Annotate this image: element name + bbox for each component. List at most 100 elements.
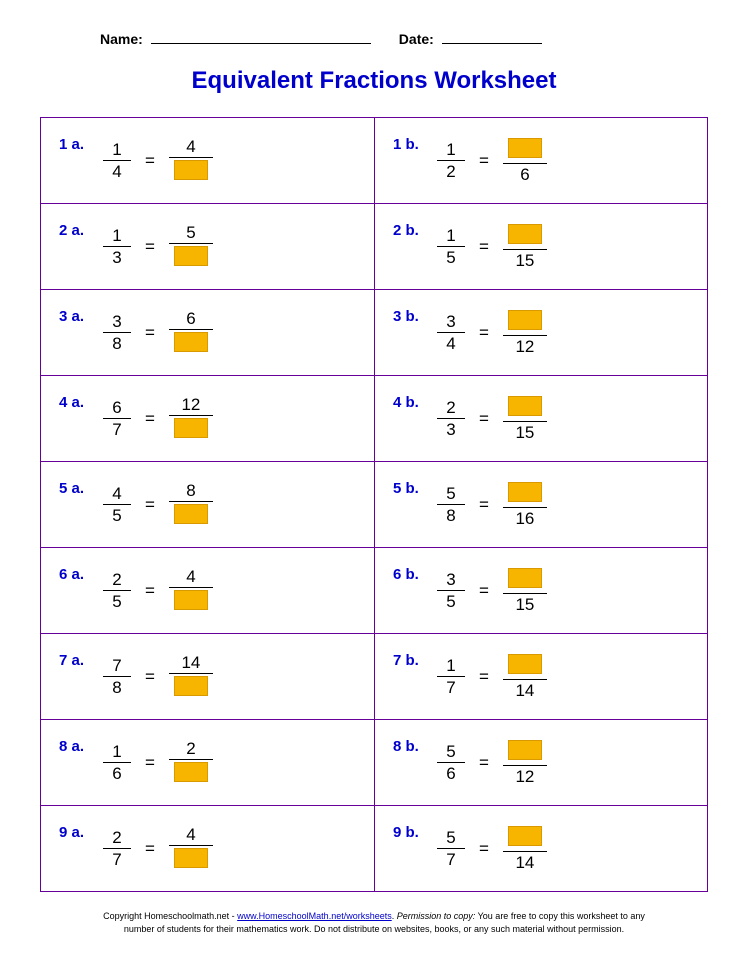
- equals-sign: =: [145, 667, 155, 687]
- numerator: 1: [437, 655, 465, 676]
- equals-sign: =: [479, 409, 489, 429]
- numerator: [503, 652, 547, 679]
- equals-sign: =: [479, 753, 489, 773]
- equation: 78=14: [103, 652, 213, 701]
- fraction: 6: [169, 308, 213, 357]
- problem-label: 6 b.: [393, 562, 437, 583]
- denominator: [169, 588, 213, 615]
- name-label: Name:: [100, 31, 143, 47]
- numerator: 3: [103, 311, 131, 332]
- answer-blank: [174, 590, 208, 610]
- answer-blank: [174, 848, 208, 868]
- fraction: 45: [103, 483, 131, 526]
- problem-label: 8 a.: [59, 734, 103, 755]
- numerator: 1: [103, 139, 131, 160]
- answer-blank: [508, 396, 542, 416]
- fraction: 13: [103, 225, 131, 268]
- denominator: 2: [437, 161, 465, 182]
- answer-blank: [508, 224, 542, 244]
- problem-cell: 4 a.67=12: [40, 376, 374, 462]
- fraction: 27: [103, 827, 131, 870]
- denominator: 5: [103, 505, 131, 526]
- numerator: 5: [169, 222, 213, 243]
- equation: 57 = 14: [437, 824, 547, 873]
- answer-blank: [508, 740, 542, 760]
- fraction: 14: [503, 824, 547, 873]
- numerator: [503, 136, 547, 163]
- numerator: [503, 308, 547, 335]
- numerator: 8: [169, 480, 213, 501]
- numerator: 1: [437, 139, 465, 160]
- numerator: 3: [437, 569, 465, 590]
- denominator: 14: [503, 680, 547, 701]
- equals-sign: =: [479, 237, 489, 257]
- numerator: [503, 394, 547, 421]
- fraction: 15: [503, 394, 547, 443]
- denominator: [169, 674, 213, 701]
- problem-cell: 3 a.38=6: [40, 290, 374, 376]
- problem-label: 3 b.: [393, 304, 437, 325]
- numerator: 5: [437, 827, 465, 848]
- fraction: 14: [503, 652, 547, 701]
- problem-label: 4 a.: [59, 390, 103, 411]
- date-label: Date:: [399, 31, 434, 47]
- footer-link[interactable]: www.HomeschoolMath.net/worksheets: [237, 911, 392, 921]
- fraction: 16: [103, 741, 131, 784]
- fraction: 12: [503, 308, 547, 357]
- fraction: 25: [103, 569, 131, 612]
- numerator: 2: [169, 738, 213, 759]
- equation: 13=5: [103, 222, 213, 271]
- equals-sign: =: [479, 839, 489, 859]
- problem-cell: 9 a.27=4: [40, 806, 374, 892]
- problem-cell: 1 b.12=6: [374, 118, 708, 204]
- problem-cell: 8 a.16=2: [40, 720, 374, 806]
- problem-cell: 5 b.58=16: [374, 462, 708, 548]
- problem-label: 9 a.: [59, 820, 103, 841]
- fraction: 5: [169, 222, 213, 271]
- fraction: 12: [169, 394, 213, 443]
- denominator: 15: [503, 594, 547, 615]
- numerator: [503, 480, 547, 507]
- numerator: 4: [169, 824, 213, 845]
- copyright-footer: Copyright Homeschoolmath.net - www.Homes…: [40, 910, 708, 935]
- equation: 27=4: [103, 824, 213, 873]
- fraction: 57: [437, 827, 465, 870]
- denominator: 12: [503, 336, 547, 357]
- answer-blank: [174, 762, 208, 782]
- fraction: 14: [103, 139, 131, 182]
- denominator: 3: [103, 247, 131, 268]
- problem-cell: 5 a.45=8: [40, 462, 374, 548]
- answer-blank: [508, 310, 542, 330]
- problem-label: 8 b.: [393, 734, 437, 755]
- problem-label: 5 a.: [59, 476, 103, 497]
- equation: 34 = 12: [437, 308, 547, 357]
- fraction: 35: [437, 569, 465, 612]
- problem-cell: 2 a.13=5: [40, 204, 374, 290]
- fraction: 78: [103, 655, 131, 698]
- numerator: 4: [169, 566, 213, 587]
- answer-blank: [174, 418, 208, 438]
- answer-blank: [508, 568, 542, 588]
- denominator: 6: [503, 164, 547, 185]
- denominator: [169, 846, 213, 873]
- denominator: 5: [103, 591, 131, 612]
- denominator: 8: [437, 505, 465, 526]
- answer-blank: [508, 654, 542, 674]
- fraction: 38: [103, 311, 131, 354]
- equals-sign: =: [145, 581, 155, 601]
- equation: 12=6: [437, 136, 547, 185]
- answer-blank: [174, 504, 208, 524]
- fraction: 4: [169, 136, 213, 185]
- denominator: 3: [437, 419, 465, 440]
- answer-blank: [174, 676, 208, 696]
- numerator: 2: [437, 397, 465, 418]
- denominator: [169, 330, 213, 357]
- worksheet-header: Name: Date:: [100, 30, 708, 47]
- equation: 35=15: [437, 566, 547, 615]
- fraction: 12: [503, 738, 547, 787]
- denominator: 6: [437, 763, 465, 784]
- denominator: 4: [437, 333, 465, 354]
- numerator: [503, 566, 547, 593]
- equals-sign: =: [479, 323, 489, 343]
- fraction: 34: [437, 311, 465, 354]
